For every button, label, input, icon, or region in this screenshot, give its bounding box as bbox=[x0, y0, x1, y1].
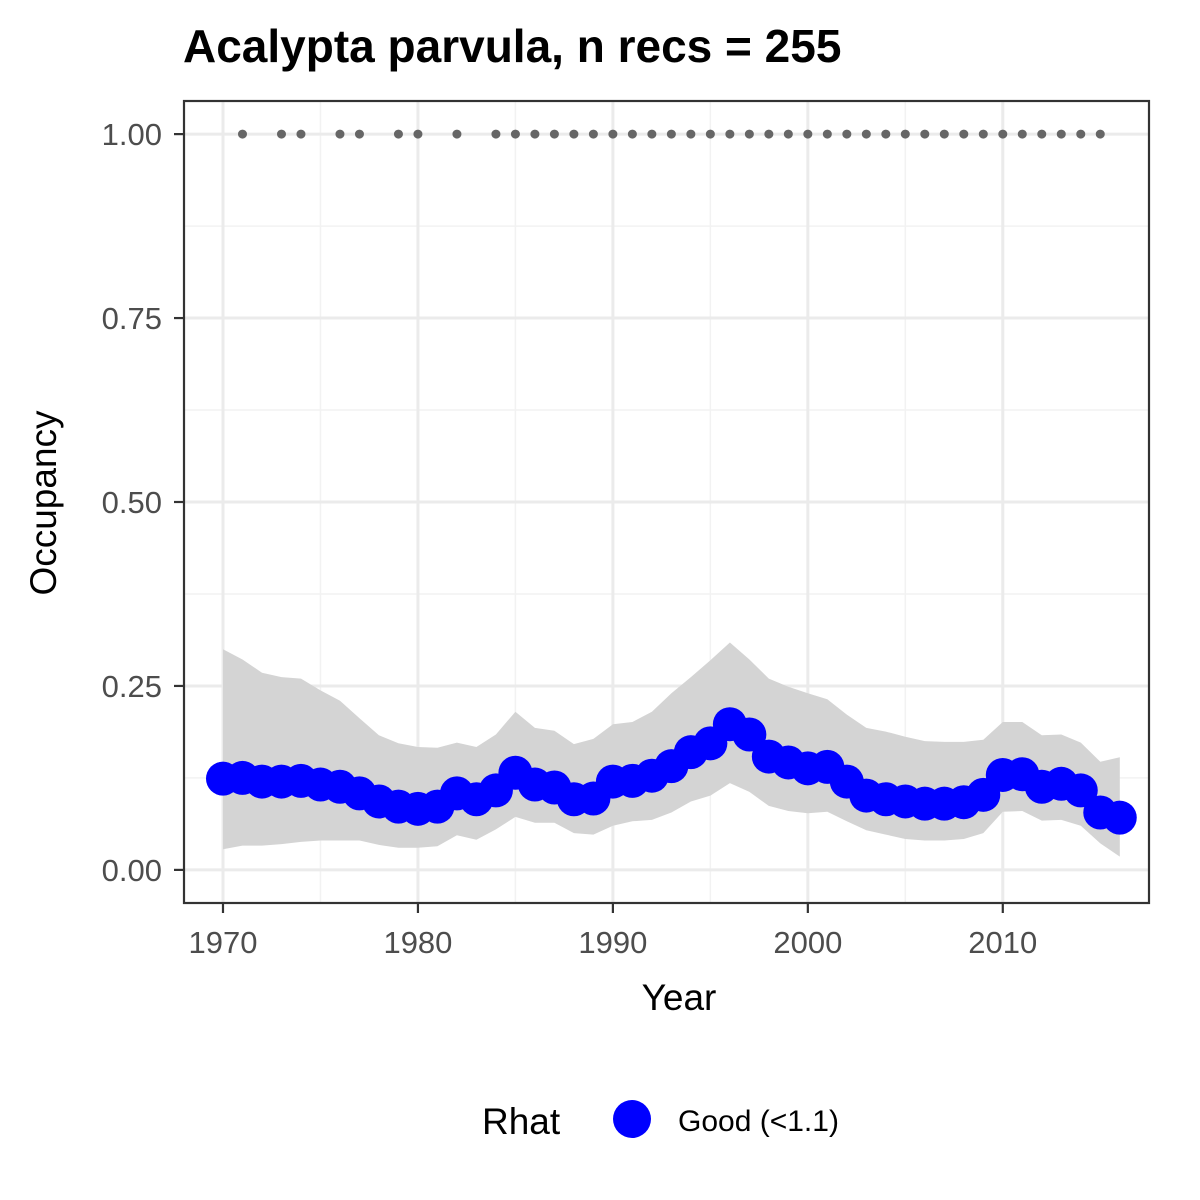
record-point bbox=[549, 129, 559, 139]
legend-key-good bbox=[613, 1100, 651, 1138]
record-point bbox=[861, 129, 871, 139]
occupancy-point bbox=[1102, 800, 1137, 835]
record-point bbox=[881, 129, 891, 139]
record-point bbox=[939, 129, 949, 139]
x-tick-label: 2010 bbox=[968, 925, 1037, 960]
record-point bbox=[1076, 129, 1086, 139]
record-point bbox=[1017, 129, 1027, 139]
record-point bbox=[764, 129, 774, 139]
y-axis: 0.00 0.25 0.50 0.75 1.00 bbox=[102, 117, 184, 888]
x-axis-title: Year bbox=[642, 977, 717, 1018]
record-point bbox=[296, 129, 306, 139]
y-axis-title: Occupancy bbox=[23, 410, 64, 596]
record-point bbox=[1095, 129, 1105, 139]
x-tick-label: 1990 bbox=[578, 925, 647, 960]
legend-label-good: Good (<1.1) bbox=[678, 1105, 839, 1138]
y-tick-label: 0.00 bbox=[102, 853, 162, 888]
record-point bbox=[510, 129, 520, 139]
record-point bbox=[627, 129, 637, 139]
record-point bbox=[354, 129, 364, 139]
record-point bbox=[725, 129, 735, 139]
record-point bbox=[998, 129, 1008, 139]
occupancy-point bbox=[1063, 773, 1098, 808]
record-point bbox=[1056, 129, 1066, 139]
record-point bbox=[666, 129, 676, 139]
record-point bbox=[647, 129, 657, 139]
record-point bbox=[452, 129, 462, 139]
record-points bbox=[237, 129, 1105, 139]
record-point bbox=[393, 129, 403, 139]
record-point bbox=[530, 129, 540, 139]
record-point bbox=[413, 129, 423, 139]
record-point bbox=[335, 129, 345, 139]
y-tick-label: 0.25 bbox=[102, 669, 162, 704]
record-point bbox=[959, 129, 969, 139]
record-point bbox=[608, 129, 618, 139]
y-tick-label: 0.75 bbox=[102, 301, 162, 336]
record-point bbox=[491, 129, 501, 139]
legend: Rhat Good (<1.1) bbox=[482, 1100, 839, 1142]
record-point bbox=[842, 129, 852, 139]
occupancy-point bbox=[732, 717, 767, 752]
record-point bbox=[705, 129, 715, 139]
record-point bbox=[237, 129, 247, 139]
record-point bbox=[276, 129, 286, 139]
record-point bbox=[744, 129, 754, 139]
record-point bbox=[1037, 129, 1047, 139]
record-point bbox=[588, 129, 598, 139]
record-point bbox=[569, 129, 579, 139]
legend-title: Rhat bbox=[482, 1101, 561, 1142]
y-tick-label: 1.00 bbox=[102, 117, 162, 152]
record-point bbox=[920, 129, 930, 139]
chart-title: Acalypta parvula, n recs = 255 bbox=[183, 20, 841, 72]
x-tick-label: 2000 bbox=[773, 925, 842, 960]
occupancy-points bbox=[205, 707, 1137, 835]
record-point bbox=[686, 129, 696, 139]
record-point bbox=[900, 129, 910, 139]
record-point bbox=[822, 129, 832, 139]
record-point bbox=[978, 129, 988, 139]
x-tick-label: 1980 bbox=[383, 925, 452, 960]
record-point bbox=[783, 129, 793, 139]
x-tick-label: 1970 bbox=[189, 925, 258, 960]
record-point bbox=[803, 129, 813, 139]
y-tick-label: 0.50 bbox=[102, 485, 162, 520]
x-axis: 1970 1980 1990 2000 2010 bbox=[189, 903, 1037, 960]
